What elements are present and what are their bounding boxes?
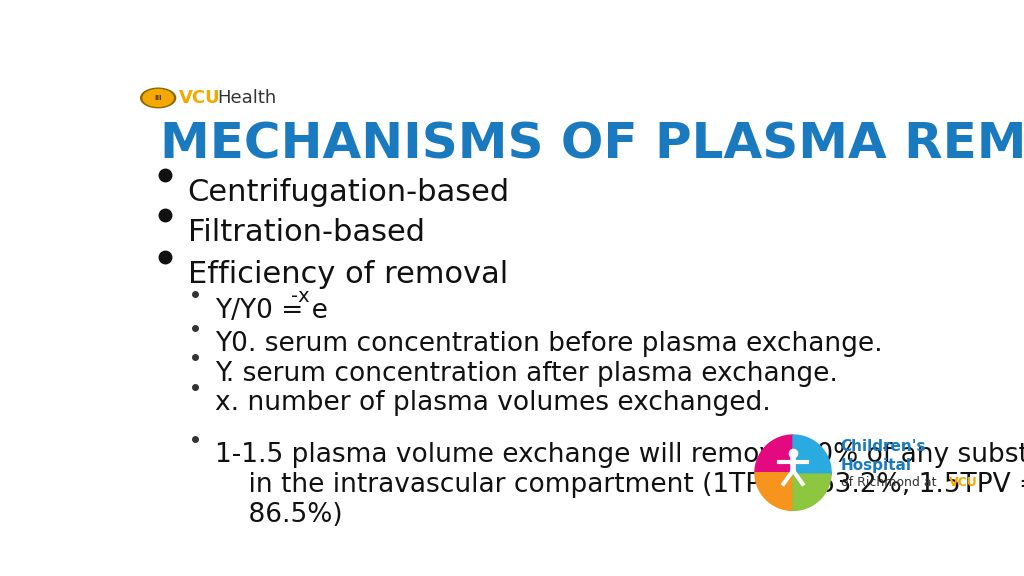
Text: 1-1.5 plasma volume exchange will remove 70% of any substance located
    in the: 1-1.5 plasma volume exchange will remove… bbox=[215, 442, 1024, 528]
Text: VCU: VCU bbox=[948, 476, 977, 489]
Text: MECHANISMS OF PLASMA REMOVAL: MECHANISMS OF PLASMA REMOVAL bbox=[160, 120, 1024, 168]
Text: Y/Y0 = e: Y/Y0 = e bbox=[215, 298, 328, 324]
Text: x. number of plasma volumes exchanged.: x. number of plasma volumes exchanged. bbox=[215, 390, 771, 416]
Text: Health: Health bbox=[217, 89, 276, 107]
Text: Filtration-based: Filtration-based bbox=[187, 218, 425, 247]
Text: Efficiency of removal: Efficiency of removal bbox=[187, 260, 508, 289]
Text: VCU: VCU bbox=[179, 89, 220, 107]
Polygon shape bbox=[793, 473, 831, 510]
Circle shape bbox=[140, 88, 176, 108]
Text: Centrifugation-based: Centrifugation-based bbox=[187, 178, 510, 207]
Text: of Richmond at: of Richmond at bbox=[841, 476, 940, 489]
Polygon shape bbox=[755, 435, 793, 473]
Text: Y0. serum concentration before plasma exchange.: Y0. serum concentration before plasma ex… bbox=[215, 331, 883, 357]
Circle shape bbox=[143, 89, 173, 107]
Polygon shape bbox=[793, 435, 831, 473]
Polygon shape bbox=[755, 473, 793, 510]
Text: -x: -x bbox=[292, 287, 310, 306]
Text: III: III bbox=[155, 96, 162, 101]
Text: Children's
Hospital: Children's Hospital bbox=[841, 439, 926, 473]
Text: Y. serum concentration after plasma exchange.: Y. serum concentration after plasma exch… bbox=[215, 361, 839, 386]
